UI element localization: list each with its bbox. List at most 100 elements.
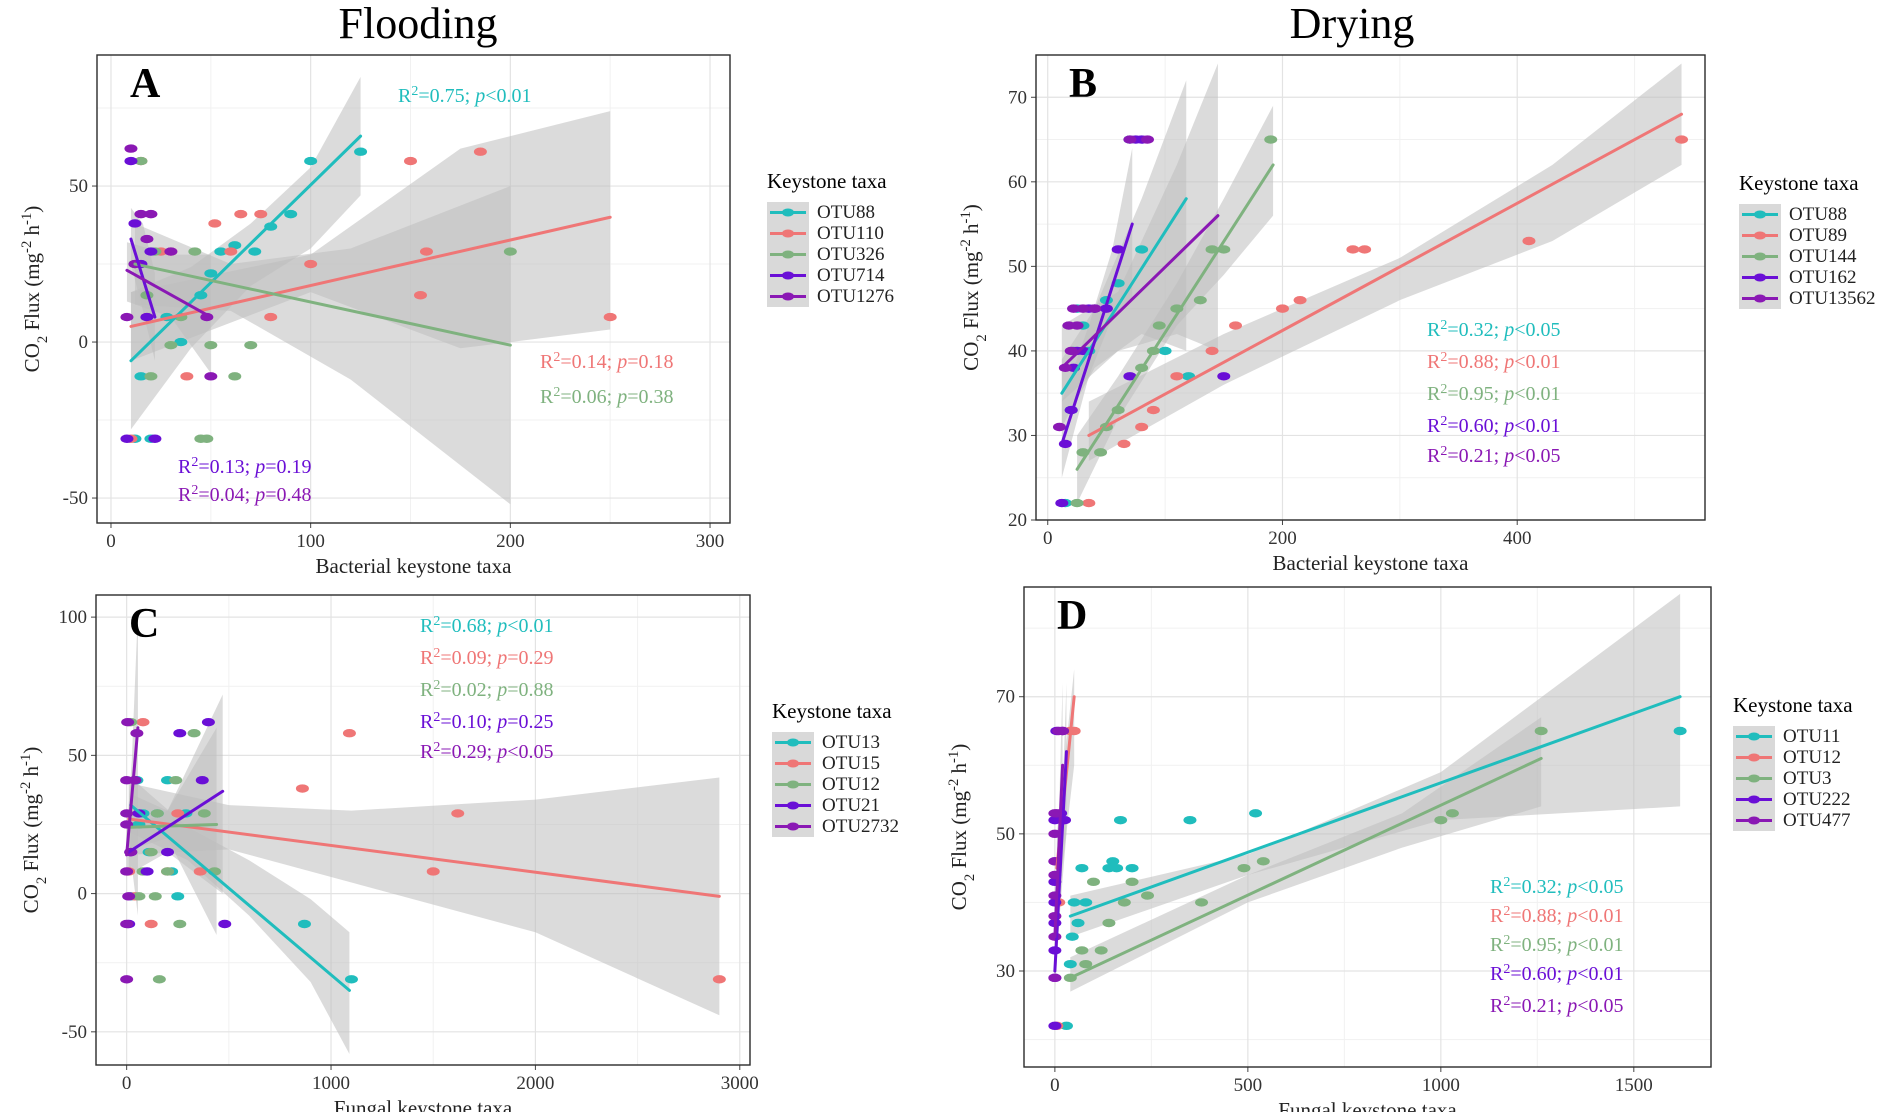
panel-b: 0 200 400 20 30 40 50 60 70 B R2=0.32; p<0.05 R2=0.… <box>958 54 1876 575</box>
regression-line-otu144 <box>1075 163 1275 471</box>
data-point-otu326 <box>200 434 214 443</box>
data-point-otu11 <box>1059 1021 1073 1031</box>
y-tick-label: 50 <box>68 745 87 766</box>
legend-key-point <box>1754 231 1766 240</box>
regression-line-otu15 <box>127 817 721 898</box>
y-tick-label: 40 <box>1008 341 1027 362</box>
regression-line-otu110 <box>129 215 612 328</box>
data-point-otu15 <box>451 809 465 818</box>
x-axis-label: Bacterial keystone taxa <box>1273 551 1470 575</box>
legend-key-point <box>1748 753 1760 762</box>
data-point-otu714 <box>140 312 154 322</box>
data-point-otu144 <box>1205 245 1219 254</box>
x-axis-label: Fungal keystone taxa <box>1278 1098 1457 1112</box>
data-point-otu326 <box>164 340 178 350</box>
stat-annotation-otu222: R2=0.60; p<0.01 <box>1490 962 1623 986</box>
data-point-otu21 <box>173 729 187 738</box>
legend-label-otu13562: OTU13562 <box>1789 288 1876 309</box>
legend-label-otu144: OTU144 <box>1789 246 1857 267</box>
data-layer <box>120 76 617 505</box>
regression-line-otu88 <box>129 134 363 363</box>
data-point-otu15 <box>342 729 356 738</box>
y-tick-label: -50 <box>63 488 88 509</box>
x-tick-label: 300 <box>696 531 725 552</box>
data-point-otu11 <box>1067 898 1081 907</box>
data-point-otu477 <box>1048 973 1062 983</box>
data-point-otu13562 <box>1064 346 1078 356</box>
y-tick-label: 70 <box>996 687 1015 708</box>
data-point-otu15 <box>171 809 185 818</box>
legend-label-otu1276: OTU1276 <box>817 286 894 307</box>
data-point-otu15 <box>426 867 440 876</box>
data-point-otu89 <box>1522 236 1536 246</box>
major-gridlines <box>97 55 730 523</box>
y-tick-label: 70 <box>1008 87 1027 108</box>
data-point-otu21 <box>195 776 209 785</box>
x-tick-label: 200 <box>1268 528 1297 549</box>
legend-key-point <box>1748 816 1760 825</box>
x-tick-label: 0 <box>1043 528 1053 549</box>
data-point-otu89 <box>1346 245 1360 254</box>
data-point-otu13562 <box>1070 321 1084 330</box>
data-point-otu13562 <box>1123 135 1137 144</box>
data-point-otu88 <box>1158 346 1172 356</box>
data-point-otu11 <box>1063 959 1077 969</box>
x-tick-label: 0 <box>122 1073 132 1094</box>
y-tick-label: -50 <box>62 1022 87 1043</box>
data-point-otu11 <box>1113 815 1127 825</box>
data-point-otu89 <box>1358 245 1372 254</box>
legend-key-point <box>1748 732 1760 741</box>
stat-annotation-otu89: R2=0.88; p<0.01 <box>1427 350 1560 374</box>
legend-title: Keystone taxa <box>1733 693 1853 717</box>
legend-label-otu326: OTU326 <box>817 244 885 265</box>
regression-line-otu477 <box>1053 763 1065 939</box>
legend-label-otu12: OTU12 <box>1783 747 1841 768</box>
legend-label-otu11: OTU11 <box>1783 726 1840 747</box>
data-point-otu89 <box>1675 135 1689 144</box>
x-axis-label: Fungal keystone taxa <box>334 1096 513 1112</box>
regression-line-otu326 <box>133 262 512 347</box>
data-point-otu11 <box>1249 809 1263 818</box>
data-point-otu13562 <box>1067 304 1081 313</box>
data-point-otu13 <box>344 975 358 984</box>
x-tick-label: 0 <box>106 531 116 552</box>
data-point-otu88 <box>284 209 298 219</box>
data-point-otu13 <box>297 919 311 929</box>
data-point-otu144 <box>1094 448 1108 457</box>
data-point-otu144 <box>1070 498 1084 508</box>
stat-annotation-otu162: R2=0.60; p<0.01 <box>1427 414 1560 438</box>
data-point-otu2732 <box>120 975 134 984</box>
data-point-otu1276 <box>134 209 148 219</box>
x-tick-label: 100 <box>296 531 325 552</box>
legend-key-point <box>782 208 794 217</box>
regression-line-otu3 <box>1068 756 1543 980</box>
legend-label-otu714: OTU714 <box>817 265 885 286</box>
legend-label-otu12: OTU12 <box>822 774 880 795</box>
data-point-otu144 <box>1264 135 1278 144</box>
legend-label-otu89: OTU89 <box>1789 225 1847 246</box>
data-point-otu21 <box>140 867 154 876</box>
legend-label-otu13: OTU13 <box>822 732 880 753</box>
y-axis-label: CO2 Flux (mg-2 h-1) <box>18 747 50 914</box>
data-point-otu89 <box>1275 304 1289 313</box>
data-point-otu88 <box>204 269 218 278</box>
legend-key-point <box>782 271 794 280</box>
data-point-otu89 <box>1082 498 1096 508</box>
data-point-otu89 <box>1205 346 1219 356</box>
data-point-otu714 <box>124 156 138 166</box>
data-point-otu89 <box>1229 321 1243 330</box>
data-point-otu88 <box>248 247 262 256</box>
x-tick-label: 500 <box>1234 1075 1263 1096</box>
panel-c: 0 1000 2000 3000 -50 0 50 100 C R2=0.68; p<0.01 R2… <box>18 594 899 1112</box>
data-point-otu15 <box>136 717 150 727</box>
data-point-otu12 <box>148 892 162 901</box>
data-point-otu477 <box>1056 726 1070 736</box>
legend-key-point <box>1748 795 1760 804</box>
data-point-otu110 <box>254 209 268 219</box>
confidence-band-otu21 <box>128 694 223 894</box>
data-point-otu1276 <box>144 209 158 219</box>
y-tick-label: 60 <box>1008 172 1027 193</box>
data-point-otu714 <box>148 434 162 443</box>
data-point-otu326 <box>228 372 242 381</box>
data-point-otu326 <box>144 372 158 381</box>
